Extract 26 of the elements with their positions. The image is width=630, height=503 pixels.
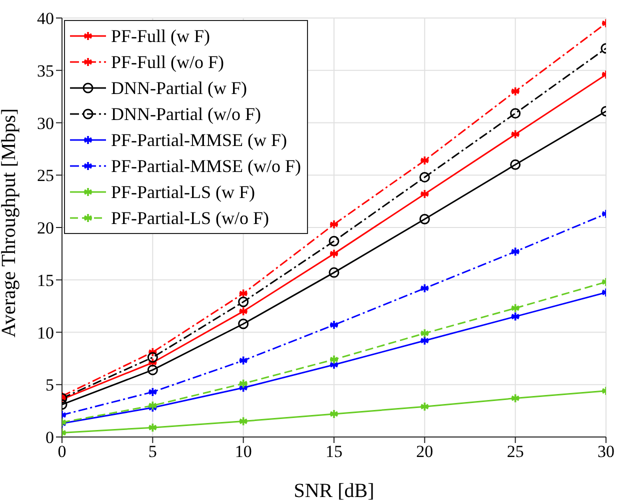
legend-label: PF-Partial-LS (w F) <box>111 182 255 202</box>
x-tick-label: 20 <box>416 442 434 462</box>
legend-label: PF-Full (w/o F) <box>111 52 224 72</box>
y-tick-label: 30 <box>37 114 54 133</box>
y-tick-label: 10 <box>37 323 54 342</box>
legend-label: DNN-Partial (w F) <box>111 78 247 98</box>
y-axis-title: Average Throughput [Mbps] <box>0 108 20 338</box>
y-tick-label: 5 <box>46 376 54 395</box>
y-tick-label: 25 <box>37 166 54 186</box>
legend-label: DNN-Partial (w/o F) <box>111 104 261 124</box>
y-tick-label: 0 <box>46 428 54 448</box>
x-tick-label: 15 <box>326 442 342 462</box>
x-tick-label: 25 <box>506 442 524 462</box>
x-tick-label: 10 <box>234 442 252 462</box>
x-axis-title: SNR [dB] <box>294 480 374 502</box>
y-tick-label: 35 <box>37 61 54 80</box>
legend-label: PF-Partial-MMSE (w/o F) <box>111 156 302 176</box>
x-tick-label: 30 <box>598 442 614 462</box>
y-tick-label: 15 <box>37 270 54 290</box>
legend-label: PF-Partial-MMSE (w F) <box>111 130 288 150</box>
y-tick-label: 20 <box>37 218 54 238</box>
x-tick-label: 5 <box>148 442 157 462</box>
legend-label: PF-Partial-LS (w/o F) <box>111 208 270 228</box>
x-tick-label: 0 <box>58 442 66 462</box>
y-tick-label: 40 <box>37 9 54 28</box>
legend-label: PF-Full (w F) <box>111 26 210 46</box>
